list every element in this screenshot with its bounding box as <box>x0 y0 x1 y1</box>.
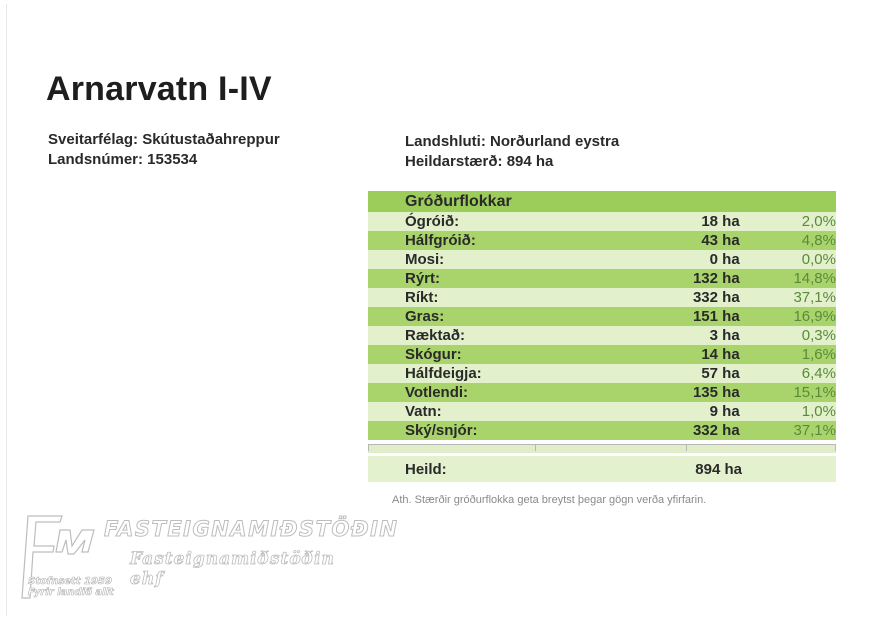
table-row: Rýrt: 132 ha 14,8% <box>368 269 836 288</box>
info-right: Landshluti: Norðurland eystra Heildarstæ… <box>405 132 619 172</box>
row-category: Hálfdeigja: <box>405 365 482 382</box>
table-total-row: Heild: 894 ha <box>368 456 836 482</box>
company-logo: FASTEIGNAMIÐSTÖÐIN Fasteignamiðstöðin eh… <box>18 508 397 608</box>
row-percent: 37,1% <box>793 289 836 306</box>
table-divider <box>368 444 836 453</box>
row-area: 3 ha <box>709 327 740 344</box>
row-area: 57 ha <box>701 365 740 382</box>
table-body: Ógróið: 18 ha 2,0% Hálfgróið: 43 ha 4,8% Mosi:… <box>368 212 836 440</box>
municipality: Sveitarfélag: Skútustaðahreppur <box>48 131 280 148</box>
info-left: Sveitarfélag: Skútustaðahreppur Landsnúm… <box>48 130 280 170</box>
table-row: Ríkt: 332 ha 37,1% <box>368 288 836 307</box>
table-row: Votlendi: 135 ha 15,1% <box>368 383 836 402</box>
row-percent: 16,9% <box>793 308 836 325</box>
logo-stamp-line2: Fyrir landið allt <box>28 587 114 599</box>
row-category: Votlendi: <box>405 384 469 401</box>
row-category: Gras: <box>405 308 445 325</box>
row-area: 0 ha <box>709 251 740 268</box>
row-percent: 1,6% <box>801 346 836 363</box>
table-row: Skógur: 14 ha 1,6% <box>368 345 836 364</box>
row-percent: 2,0% <box>801 213 836 230</box>
total-label: Heild: <box>405 460 447 478</box>
row-category: Mosi: <box>405 251 445 268</box>
row-area: 135 ha <box>692 384 740 401</box>
row-category: Vatn: <box>405 403 442 420</box>
logo-company-name: Fasteignamiðstöðin ehf <box>130 549 335 590</box>
property-title: Arnarvatn I-IV <box>46 70 272 108</box>
fm-monogram-icon <box>21 515 95 599</box>
row-category: Rýrt: <box>405 270 441 287</box>
row-category: Ræktað: <box>405 327 466 344</box>
table-row: Ský/snjór: 332 ha 37,1% <box>368 421 836 440</box>
row-area: 14 ha <box>701 346 740 363</box>
row-category: Hálfgróið: <box>405 232 476 249</box>
row-percent: 37,1% <box>793 422 836 439</box>
row-percent: 0,0% <box>801 251 836 268</box>
row-percent: 1,0% <box>801 403 836 420</box>
row-category: Ský/snjór: <box>405 422 478 439</box>
row-area: 332 ha <box>692 289 740 306</box>
row-area: 9 ha <box>709 403 740 420</box>
total-size: Heildarstærð: 894 ha <box>405 153 554 170</box>
row-area: 43 ha <box>701 232 740 249</box>
table-header: Gróðurflokkar <box>368 191 836 212</box>
row-area: 151 ha <box>692 308 740 325</box>
row-percent: 15,1% <box>793 384 836 401</box>
row-percent: 14,8% <box>793 270 836 287</box>
table-row: Hálfdeigja: 57 ha 6,4% <box>368 364 836 383</box>
page-border <box>6 4 871 616</box>
land-number: Landsnúmer: 153534 <box>48 151 198 168</box>
logo-stamp: Stofnsett 1959 Fyrir landið allt <box>28 576 114 599</box>
total-value: 894 ha <box>695 460 742 478</box>
table-row: Ógróið: 18 ha 2,0% <box>368 212 836 231</box>
row-category: Skógur: <box>405 346 462 363</box>
row-area: 132 ha <box>692 270 740 287</box>
region: Landshluti: Norðurland eystra <box>405 133 620 150</box>
table-row: Vatn: 9 ha 1,0% <box>368 402 836 421</box>
row-area: 332 ha <box>692 422 740 439</box>
table-row: Mosi: 0 ha 0,0% <box>368 250 836 269</box>
row-percent: 0,3% <box>801 327 836 344</box>
vegetation-table: Gróðurflokkar Ógróið: 18 ha 2,0% Hálfgróið:… <box>368 191 836 482</box>
logo-brand-name: FASTEIGNAMIÐSTÖÐIN <box>103 517 399 542</box>
row-category: Ógróið: <box>405 213 460 230</box>
table-row: Ræktað: 3 ha 0,3% <box>368 326 836 345</box>
row-percent: 6,4% <box>801 365 836 382</box>
table-row: Hálfgróið: 43 ha 4,8% <box>368 231 836 250</box>
row-percent: 4,8% <box>801 232 836 249</box>
row-category: Ríkt: <box>405 289 439 306</box>
logo-stamp-line1: Stofnsett 1959 <box>28 576 113 588</box>
row-area: 18 ha <box>701 213 740 230</box>
table-row: Gras: 151 ha 16,9% <box>368 307 836 326</box>
disclaimer-note: Ath. Stærðir gróðurflokka geta breytst þ… <box>392 494 707 506</box>
